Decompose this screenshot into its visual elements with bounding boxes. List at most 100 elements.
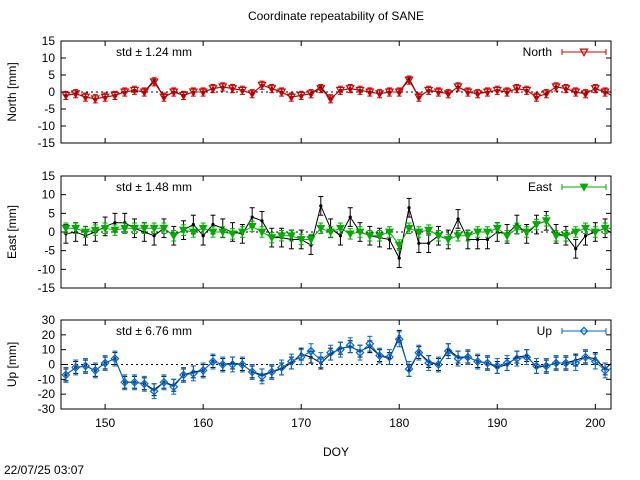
data-point [257,228,267,237]
data-point [139,379,149,389]
data-point [580,90,591,99]
data-point [80,93,91,102]
data-point [237,360,247,369]
data-point [100,358,110,368]
data-point [375,232,385,241]
data-point [613,358,616,361]
data-point [424,226,434,235]
data-point [561,358,571,368]
data-point [335,86,346,96]
data-point [120,377,130,387]
data-point [365,88,375,97]
data-point [581,224,590,233]
data-point [512,85,522,94]
data-point [522,86,532,96]
y-tick-label: -15 [38,136,56,150]
x-axis-label: DOY [323,445,349,459]
x-tick-label: 160 [193,416,213,430]
data-point [502,88,512,97]
data-point [394,88,404,97]
data-point [348,215,352,219]
data-point [502,358,512,368]
data-point [522,352,532,362]
data-point [139,88,149,97]
data-point [365,339,375,349]
data-point [100,93,110,102]
data-point [453,232,463,241]
data-point [90,95,100,104]
data-point [394,334,404,344]
data-point [159,377,169,387]
data-point [306,90,316,99]
data-point [198,224,208,233]
data-point [326,348,336,358]
data-point [384,88,395,97]
data-point [384,228,394,237]
data-point [476,237,480,242]
data-point [237,228,247,237]
data-point [463,88,473,97]
chart-title: Coordinate repeatability of SANE [248,9,424,23]
data-point [110,354,120,364]
data-point [574,247,578,251]
data-point [296,91,306,101]
std-label: std ± 6.76 mm [116,324,192,338]
data-point [208,85,218,94]
data-point [404,364,414,374]
legend-marker [579,326,589,336]
data-point [100,224,110,233]
data-point [316,224,326,233]
data-point [267,234,277,243]
data-point [551,83,561,92]
y-tick-label: 5 [48,206,55,220]
data-point [306,236,316,245]
plot-area [61,196,616,268]
data-point [211,222,215,227]
data-point [257,81,267,91]
y-tick-label: 10 [42,51,56,65]
x-tick-label: 190 [487,416,507,430]
data-point [531,93,542,102]
y-axis-label: East [mm] [5,205,19,259]
data-point [613,234,616,237]
data-point [610,366,611,368]
x-tick-label: 200 [585,416,605,430]
data-point [424,86,434,96]
series-line [65,79,611,100]
y-tick-label: 15 [42,34,56,48]
data-point [110,91,120,101]
data-point [414,348,424,358]
data-point [188,228,198,237]
timestamp: 22/07/25 03:07 [4,463,84,477]
data-point [404,76,414,85]
data-point [404,224,414,233]
y-tick-label: -10 [38,119,56,133]
data-point [113,221,117,225]
data-point [149,386,159,396]
legend-marker [579,48,589,57]
data-point [345,85,355,94]
data-point [326,228,336,237]
data-point [541,361,551,371]
data-point [532,361,541,371]
data-point [473,357,483,366]
data-point [541,217,551,226]
data-point [129,86,140,96]
data-point [443,346,453,356]
data-point [296,236,306,245]
data-point [81,228,90,237]
data-point [434,232,443,241]
panel-frame [60,175,612,289]
y-tick-label: 0 [48,85,55,99]
data-point [561,85,571,94]
data-point [120,224,130,233]
y-tick-label: -5 [44,102,55,116]
data-point [286,232,296,241]
data-point [453,354,463,364]
std-label: std ± 1.48 mm [116,180,192,194]
data-point [551,358,561,368]
y-tick-label: 0 [48,225,55,239]
data-point [581,352,590,362]
